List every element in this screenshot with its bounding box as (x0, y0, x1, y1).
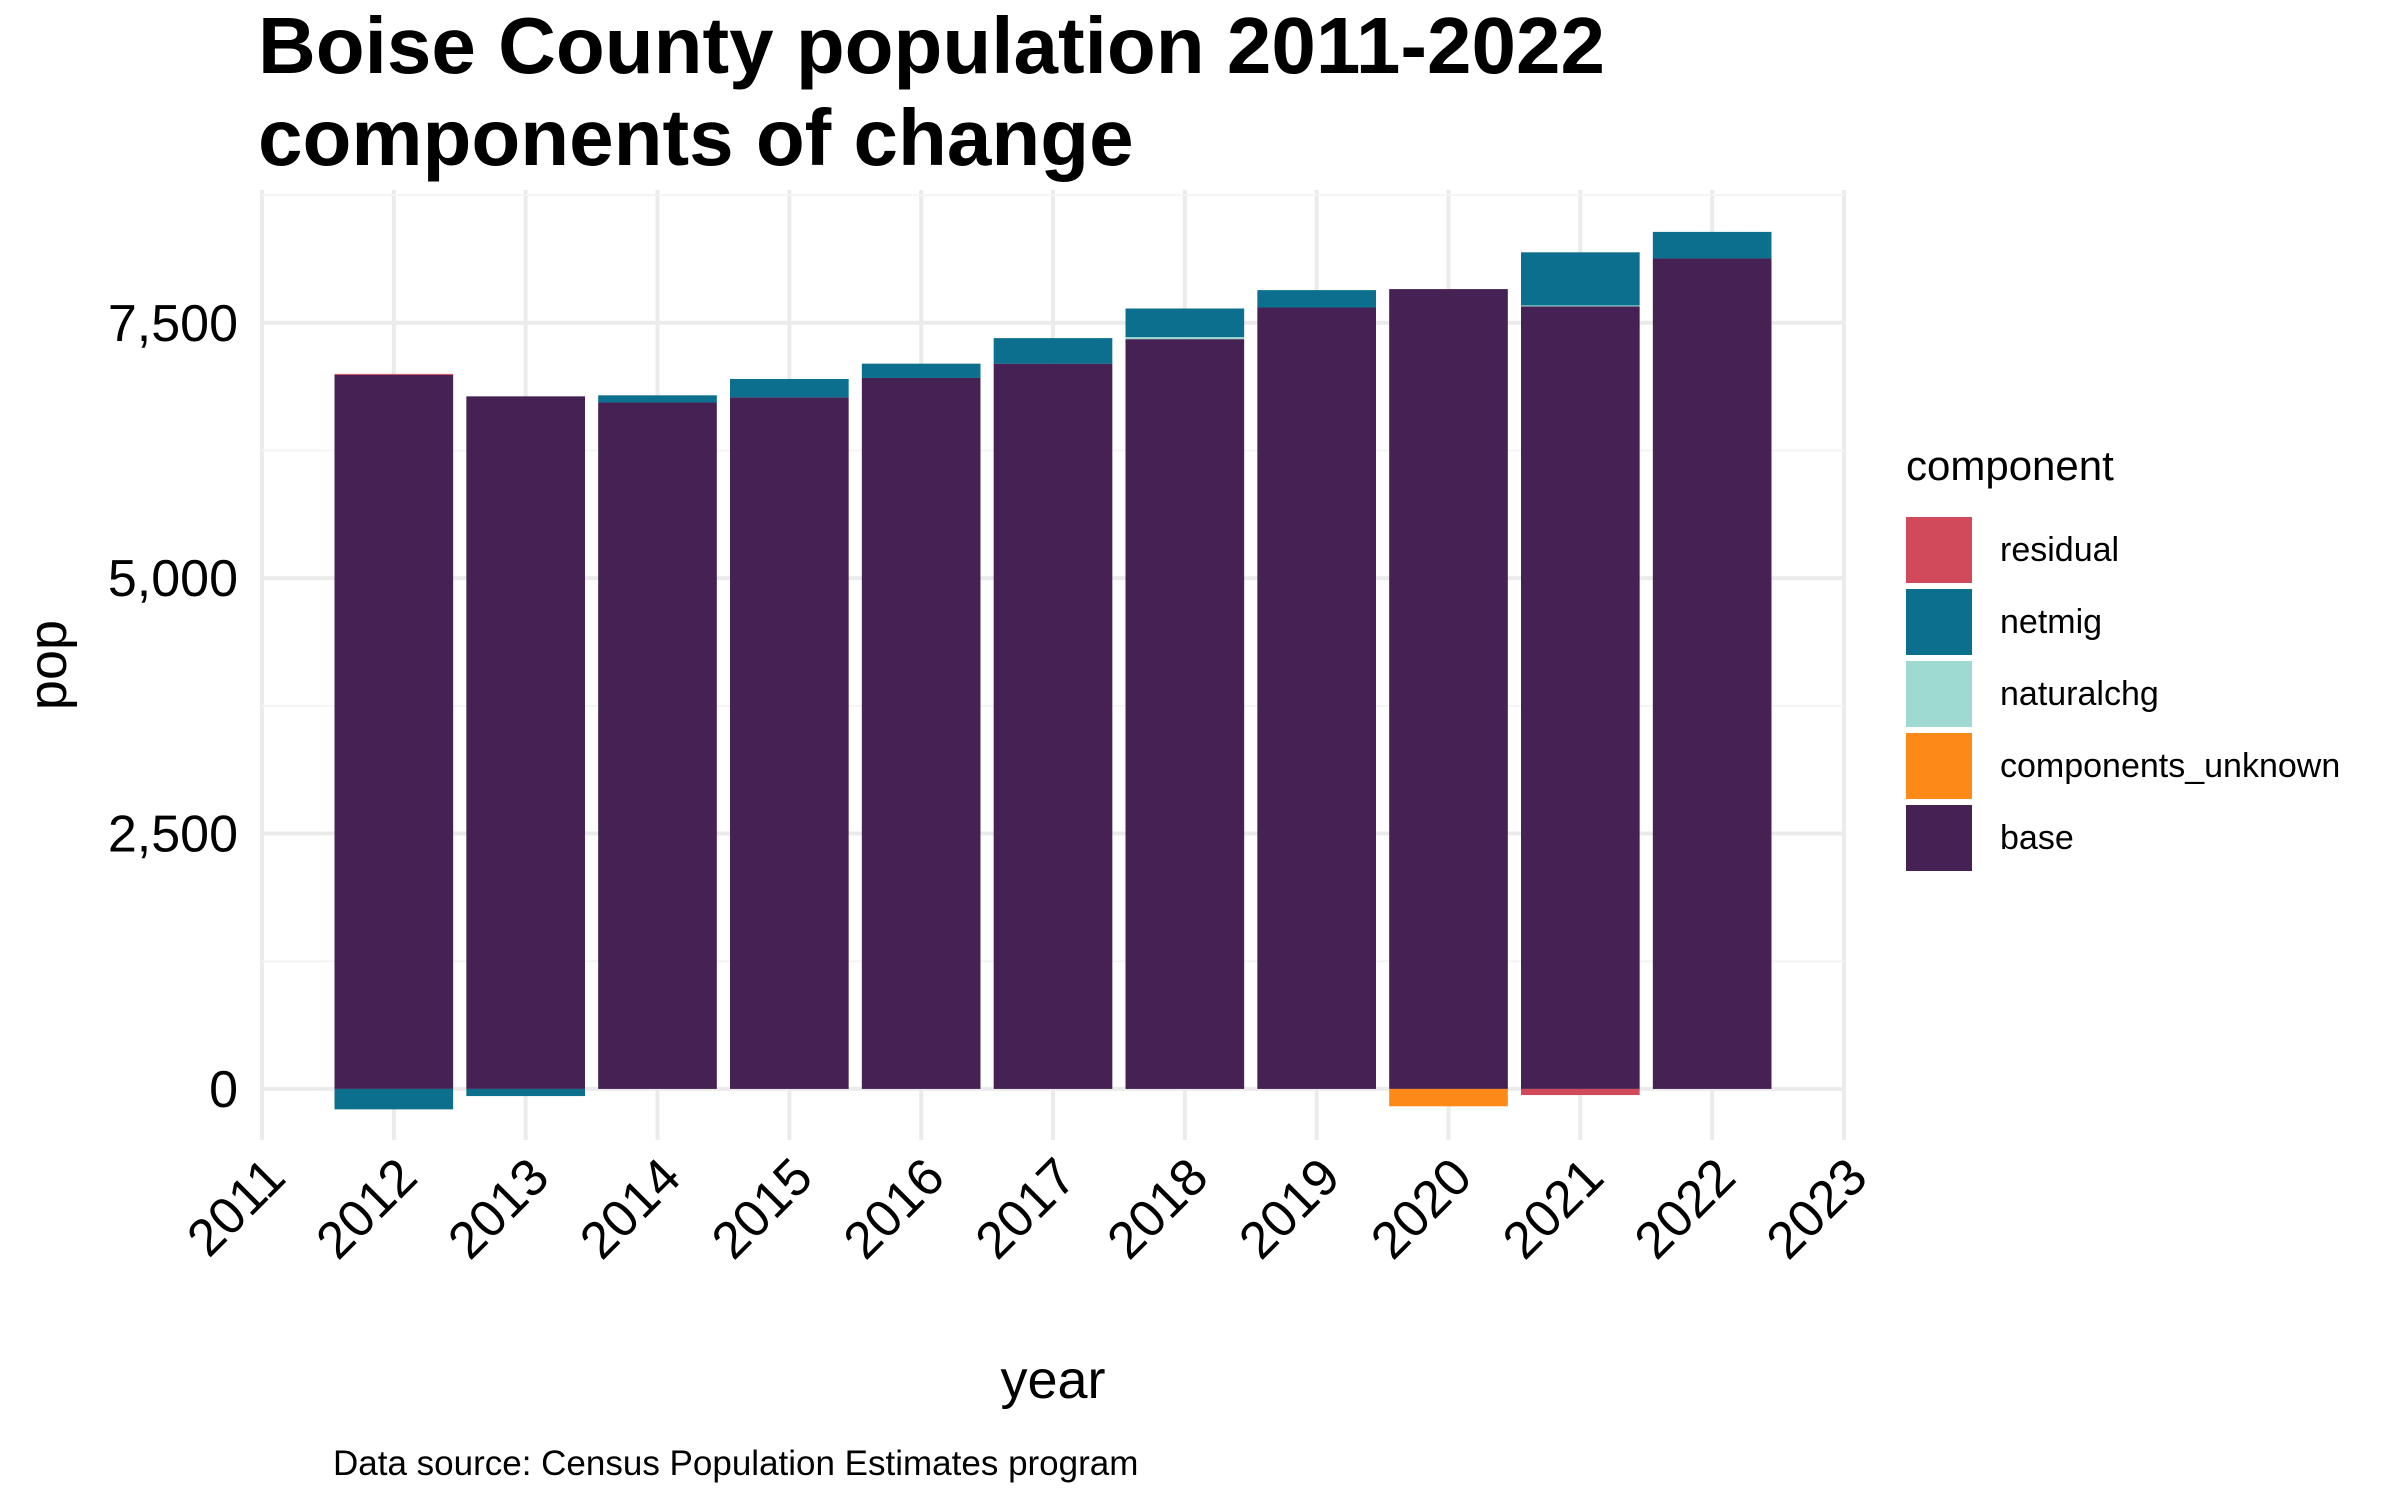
legend-item-components_unknown: components_unknown (1906, 730, 2340, 802)
bar-segment-base-2019 (1257, 307, 1376, 1089)
chart-title: Boise County population 2011-2022 compon… (258, 0, 1605, 184)
bar-segment-base-2015 (730, 397, 849, 1089)
bar-segment-base-2021 (1521, 306, 1640, 1089)
x-tick-label: 2018 (1097, 1147, 1220, 1270)
bar-segment-netmig-2014 (598, 395, 717, 403)
bar-segment-netmig-2012 (334, 1088, 454, 1110)
y-tick-label: 2,500 (108, 806, 238, 864)
bar-segment-netmig-2019 (1257, 290, 1376, 308)
bar-segment-netmig-2013 (466, 1088, 585, 1097)
bar-segment-base-2017 (993, 363, 1113, 1089)
bar-segment-netmig-2018 (1125, 308, 1245, 338)
x-tick-label: 2023 (1756, 1147, 1879, 1270)
x-tick-label: 2019 (1228, 1147, 1351, 1270)
bar-segment-netmig-2017 (993, 338, 1113, 364)
x-tick-label: 2022 (1624, 1147, 1747, 1270)
legend-label: netmig (2000, 602, 2103, 641)
x-tick-label: 2021 (1492, 1147, 1615, 1270)
bar-segment-base-2022 (1652, 258, 1772, 1089)
bar-segment-residual-2021 (1521, 1088, 1640, 1096)
legend-key-naturalchg (1906, 661, 1972, 727)
x-tick-label: 2016 (833, 1147, 956, 1270)
y-tick-label: 7,500 (108, 295, 238, 353)
bar-segment-naturalchg-2018 (1125, 337, 1245, 340)
x-tick-label: 2014 (569, 1147, 692, 1270)
bar-segment-netmig-2021 (1521, 252, 1640, 306)
y-tick-label: 5,000 (108, 550, 238, 608)
x-tick-label: 2011 (176, 1147, 296, 1267)
legend-label: naturalchg (2000, 674, 2159, 713)
x-tick-label: 2012 (306, 1147, 429, 1270)
chart-title-line2: components of change (258, 93, 1134, 182)
legend: component residual netmig naturalchg compon… (1906, 442, 2340, 874)
x-tick-label: 2020 (1360, 1147, 1483, 1270)
x-tick-label: 2017 (965, 1147, 1088, 1270)
bar-segment-base-2013 (466, 396, 585, 1089)
legend-key-residual (1906, 517, 1972, 583)
legend-item-base: base (1906, 802, 2340, 874)
legend-key-netmig (1906, 589, 1972, 655)
y-axis-title: pop (18, 620, 78, 710)
chart-title-line1: Boise County population 2011-2022 (258, 1, 1605, 90)
legend-item-netmig: netmig (1906, 586, 2340, 658)
bar-segment-base-2018 (1125, 339, 1245, 1089)
y-tick-label: 0 (209, 1061, 238, 1119)
legend-key-components_unknown (1906, 733, 1972, 799)
legend-item-residual: residual (1906, 514, 2340, 586)
bar-segment-base-2016 (861, 377, 981, 1089)
bar-segment-naturalchg-2021 (1521, 305, 1640, 307)
legend-item-naturalchg: naturalchg (1906, 658, 2340, 730)
legend-label: base (2000, 818, 2074, 857)
bar-segment-base-2020 (1389, 289, 1508, 1089)
legend-title: component (1906, 442, 2114, 489)
x-axis-title: year (1000, 1350, 1105, 1410)
bar-segment-netmig-2015 (730, 378, 849, 398)
bar-segment-components_unknown-2020 (1389, 1088, 1508, 1107)
bar-segment-netmig-2016 (861, 363, 981, 378)
bar-segment-netmig-2022 (1652, 231, 1772, 259)
bar-segment-residual-2012 (334, 373, 454, 375)
legend-items: residual netmig naturalchg components_unkno… (1906, 514, 2340, 874)
legend-key-base (1906, 805, 1972, 871)
bar-segment-base-2014 (598, 402, 717, 1089)
legend-label: components_unknown (2000, 746, 2341, 785)
x-tick-label: 2013 (437, 1147, 560, 1270)
bar-segment-base-2012 (334, 374, 454, 1089)
caption: Data source: Census Population Estimates… (333, 1444, 1139, 1483)
legend-label: residual (2000, 530, 2120, 569)
x-tick-label: 2015 (701, 1147, 824, 1270)
